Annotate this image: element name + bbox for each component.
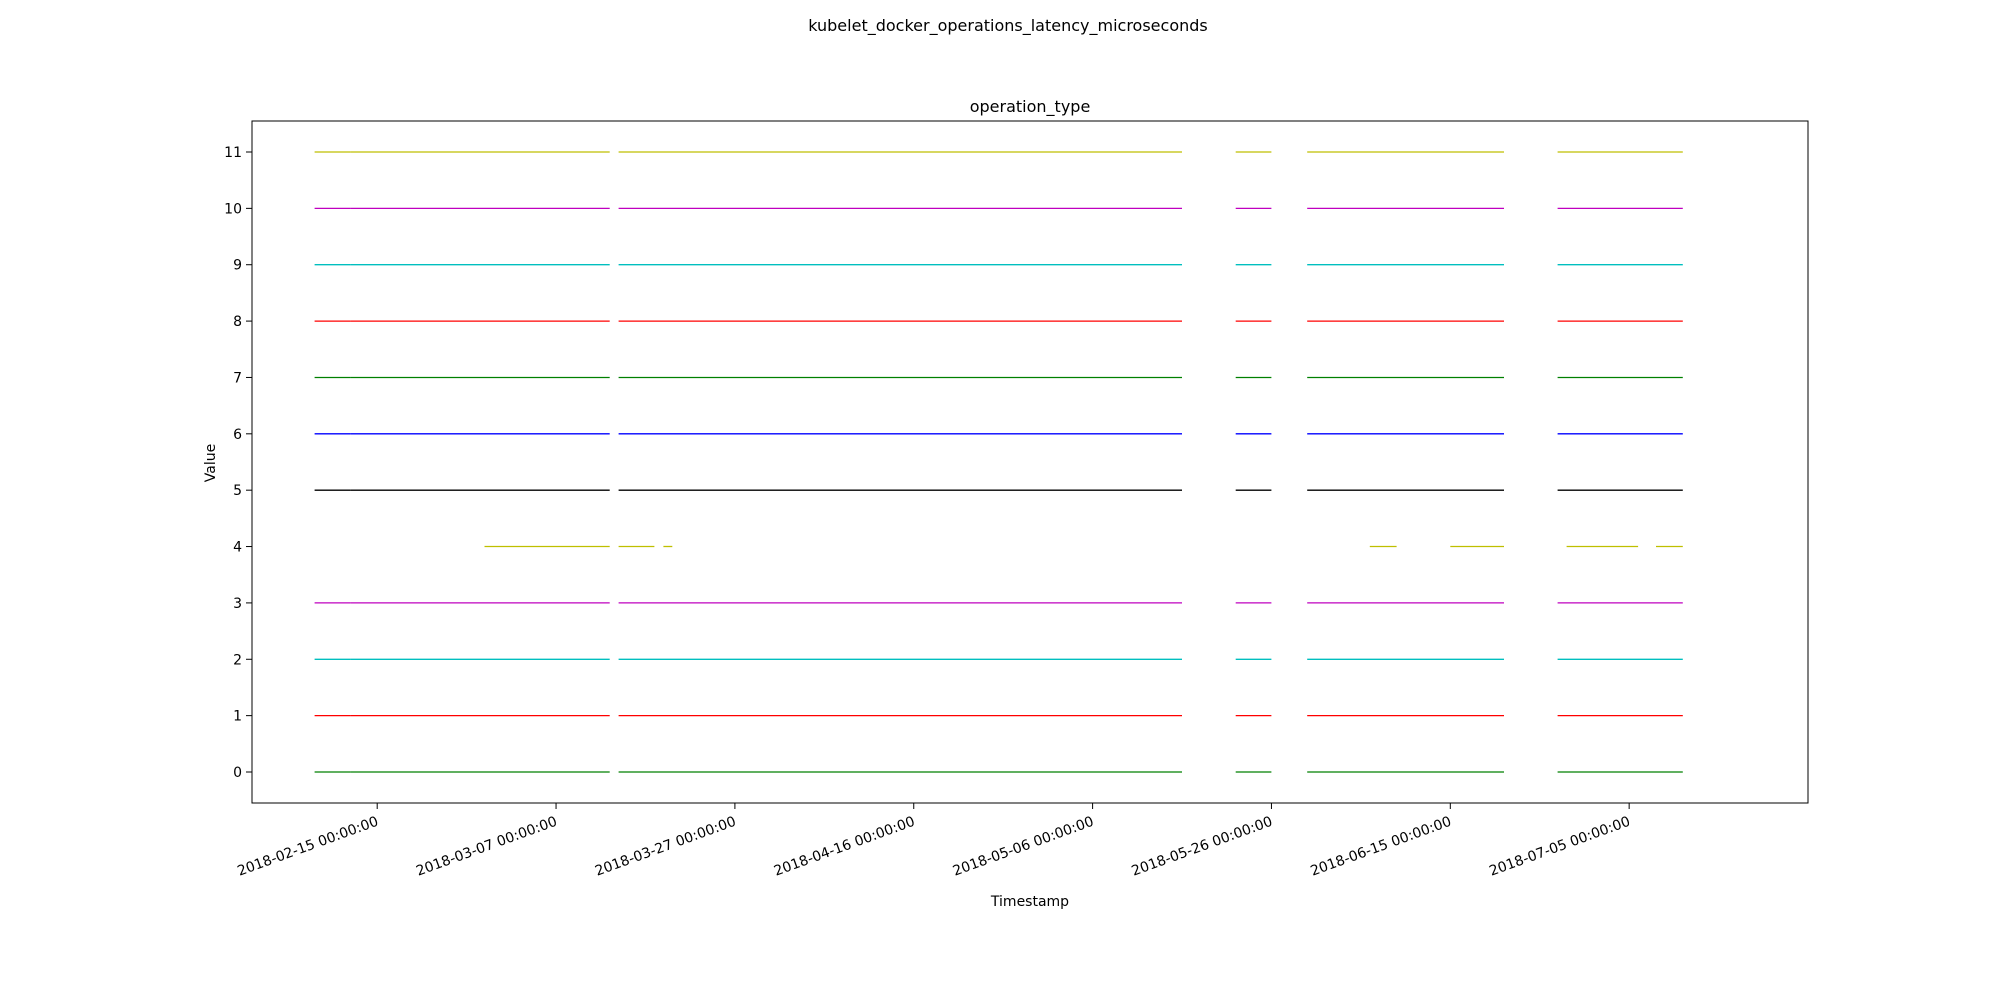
x-tick-label: 2018-05-26 00:00:00 [1130,814,1275,880]
plot-area [251,120,1809,804]
y-tick-label: 11 [224,145,242,161]
x-tick-label: 2018-03-07 00:00:00 [414,814,559,880]
y-tick-label: 9 [233,258,242,274]
y-tick-label: 7 [233,370,242,386]
series-layer [314,151,1683,773]
x-axis: 2018-02-15 00:00:00 2018-03-07 00:00:00 20… [235,803,1632,880]
y-tick-label: 1 [233,709,242,725]
y-axis-label: Value [203,444,219,482]
x-tick-label: 2018-07-05 00:00:00 [1487,814,1632,880]
chart-title: operation_type [970,97,1091,117]
y-tick-label: 10 [224,201,242,217]
y-tick-label: 8 [233,314,242,330]
x-tick-label: 2018-02-15 00:00:00 [235,814,380,880]
y-tick-label: 2 [233,652,242,668]
y-tick-label: 5 [233,483,242,499]
x-tick-label: 2018-05-06 00:00:00 [951,814,1096,880]
y-tick-label: 6 [233,427,242,443]
axes-frame [251,120,1809,804]
x-tick-label: 2018-04-16 00:00:00 [772,814,917,880]
x-axis-label: Timestamp [990,894,1069,910]
y-tick-label: 4 [233,540,242,556]
x-tick-label: 2018-03-27 00:00:00 [593,814,738,880]
figure-suptitle: kubelet_docker_operations_latency_micros… [808,16,1208,36]
y-tick-label: 3 [233,596,242,612]
y-axis: 0 1 2 3 4 5 6 7 8 9 10 11 [224,145,252,781]
y-tick-label: 0 [233,765,242,781]
x-tick-label: 2018-06-15 00:00:00 [1308,814,1453,880]
